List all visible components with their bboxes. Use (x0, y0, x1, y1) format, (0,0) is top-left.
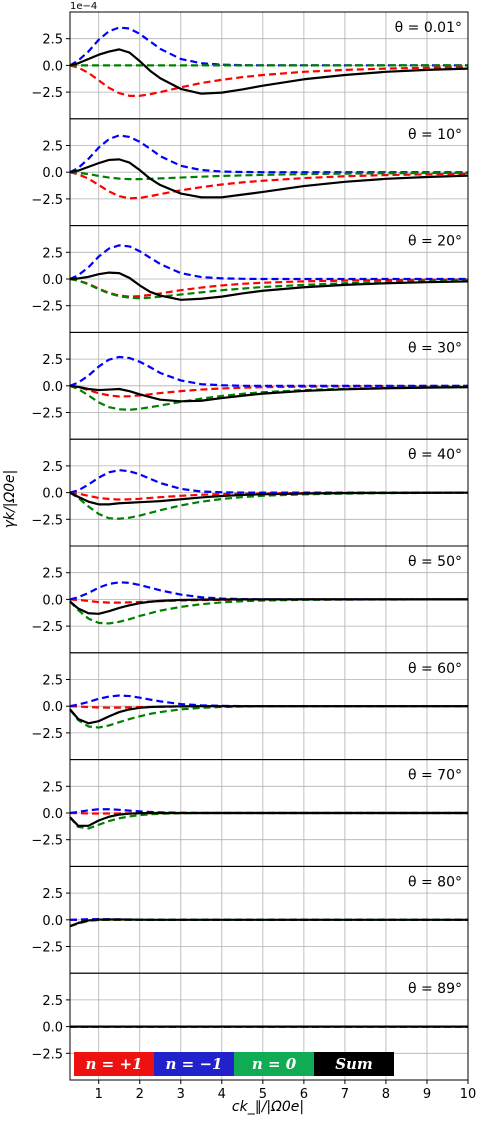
y-tick-label: 0.0 (42, 807, 63, 822)
y-axis-label: γk/|Ω0e| (2, 470, 18, 529)
legend-label: n = 0 (252, 1055, 297, 1073)
y-tick-label: 2.5 (42, 246, 63, 261)
y-tick-label: −2.5 (31, 834, 63, 849)
y-tick-label: 2.5 (42, 140, 63, 155)
x-tick-label: 10 (460, 1087, 477, 1102)
y-tick-label: 0.0 (42, 59, 63, 74)
x-tick-label: 9 (423, 1087, 431, 1102)
y-tick-label: −2.5 (31, 620, 63, 635)
x-tick-label: 6 (300, 1087, 308, 1102)
panel-theta-label: θ = 60° (408, 661, 462, 677)
series-sum-line (70, 49, 468, 93)
y-tick-label: 2.5 (42, 994, 63, 1009)
x-tick-label: 2 (136, 1087, 144, 1102)
series-n-minus-1-line (70, 245, 468, 279)
panel-theta-label: θ = 40° (408, 447, 462, 463)
y-tick-label: −2.5 (31, 86, 63, 101)
legend-label: Sum (335, 1055, 373, 1073)
y-tick-label: −2.5 (31, 941, 63, 956)
legend-label: n = +1 (86, 1055, 143, 1073)
panel-theta-label: θ = 50° (408, 554, 462, 570)
series-sum-line (70, 706, 468, 723)
panel-theta-label: θ = 80° (408, 874, 462, 890)
y-tick-label: 0.0 (42, 700, 63, 715)
panel-theta-label: θ = 70° (408, 768, 462, 784)
x-axis-label: ck_∥/|Ω0e| (232, 1099, 304, 1115)
series-n-minus-1-line (70, 470, 468, 492)
panel-4: −2.5 0.0 2.5 θ = 30° (31, 332, 468, 439)
y-tick-label: 0.0 (42, 593, 63, 608)
y-tick-label: −2.5 (31, 300, 63, 315)
legend-label: n = −1 (166, 1055, 223, 1073)
y-tick-label: −2.5 (31, 727, 63, 742)
x-tick-label: 1 (95, 1087, 103, 1102)
panel-7: −2.5 0.0 2.5 θ = 60° (31, 653, 468, 760)
x-tick-label: 5 (259, 1087, 267, 1102)
series-sum-line (70, 813, 468, 826)
panel-theta-label: θ = 10° (408, 127, 462, 143)
panel-theta-label: θ = 20° (408, 234, 462, 250)
legend: n = +1 n = −1 n = 0 Sum (74, 1052, 394, 1076)
series-n-plus-1-line (70, 172, 468, 198)
y-tick-label: 0.0 (42, 914, 63, 929)
x-tick-label: 7 (341, 1087, 349, 1102)
y-tick-label: 2.5 (42, 33, 63, 48)
panel-1: −2.5 0.0 2.5 θ = 0.01° (31, 12, 468, 119)
y-tick-label: 2.5 (42, 353, 63, 368)
y-tick-label: 2.5 (42, 887, 63, 902)
y-tick-label: 2.5 (42, 567, 63, 582)
y-offset-text: 1e−4 (70, 1, 97, 12)
panel-theta-label: θ = 89° (408, 981, 462, 997)
panel-theta-label: θ = 30° (408, 340, 462, 356)
y-tick-label: 0.0 (42, 487, 63, 502)
y-tick-label: 2.5 (42, 460, 63, 475)
panel-5: −2.5 0.0 2.5 θ = 40° (31, 439, 468, 546)
panel-9: −2.5 0.0 2.5 θ = 80° (31, 866, 468, 973)
series-n-0-line (70, 386, 468, 410)
panel-theta-label: θ = 0.01° (395, 20, 462, 36)
series-n-0-line (70, 493, 468, 519)
series-n-0-line (70, 813, 468, 828)
y-tick-label: 0.0 (42, 273, 63, 288)
series-n-minus-1-line (70, 357, 468, 386)
x-tick-label: 8 (382, 1087, 390, 1102)
x-tick-label: 3 (177, 1087, 185, 1102)
y-tick-label: 2.5 (42, 780, 63, 795)
series-n-minus-1-line (70, 696, 468, 707)
y-tick-label: 0.0 (42, 1021, 63, 1036)
panel-2: −2.5 0.0 2.5 θ = 10° (31, 119, 468, 226)
y-tick-label: −2.5 (31, 193, 63, 208)
series-n-minus-1-line (70, 582, 468, 599)
panel-6: −2.5 0.0 2.5 θ = 50° (31, 546, 468, 653)
y-tick-label: 0.0 (42, 380, 63, 395)
y-tick-label: −2.5 (31, 1047, 63, 1062)
panel-8: −2.5 0.0 2.5 θ = 70° (31, 760, 468, 867)
y-tick-label: −2.5 (31, 513, 63, 528)
panel-3: −2.5 0.0 2.5 θ = 20° (31, 226, 468, 333)
y-tick-label: 2.5 (42, 674, 63, 689)
y-tick-label: 0.0 (42, 166, 63, 181)
y-tick-label: −2.5 (31, 407, 63, 422)
x-tick-label: 4 (218, 1087, 226, 1102)
series-sum-line (70, 919, 468, 926)
